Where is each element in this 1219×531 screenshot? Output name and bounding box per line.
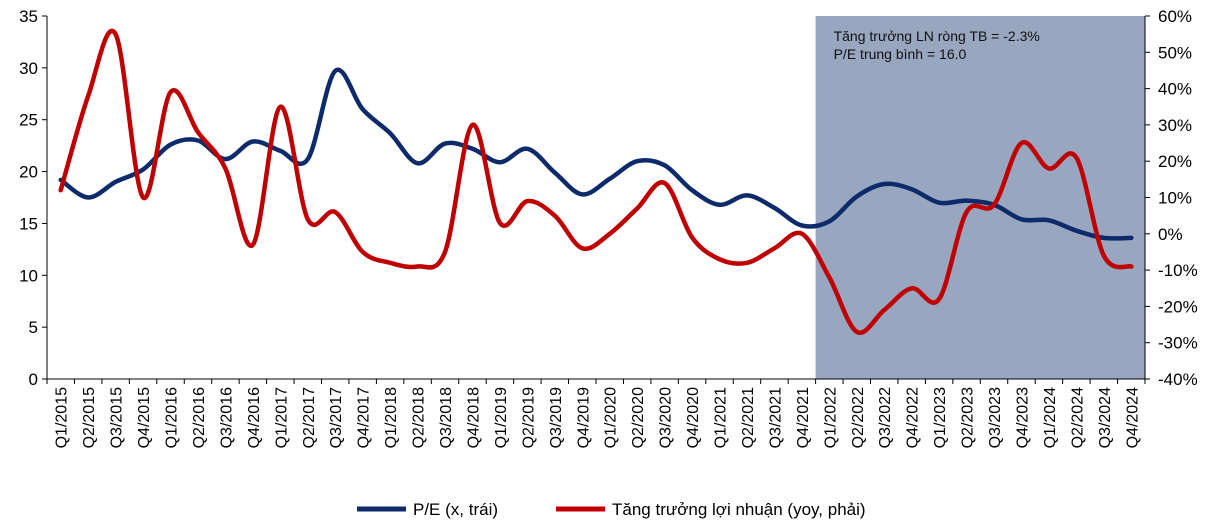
x-tick-label: Q1/2017 [273, 387, 290, 448]
x-tick-label: Q4/2015 [136, 387, 153, 448]
y-right-tick-label: 20% [1158, 152, 1192, 171]
annotation-box: Tăng trưởng LN ròng TB = -2.3% P/E trung… [834, 28, 1040, 62]
x-tick-label: Q4/2022 [905, 387, 922, 448]
x-tick-label: Q4/2021 [795, 387, 812, 448]
y-right-tick-label: 60% [1158, 7, 1192, 26]
y-right-tick-label: 10% [1158, 189, 1192, 208]
legend-label-profit-growth: Tăng trưởng lợi nhuận (yoy, phải) [612, 500, 866, 519]
x-tick-label: Q2/2018 [411, 387, 428, 448]
x-tick-label: Q2/2019 [520, 387, 537, 448]
y-right-tick-label: 40% [1158, 80, 1192, 99]
x-tick-label: Q3/2021 [767, 387, 784, 448]
x-tick-label: Q3/2015 [109, 387, 126, 448]
y-left-tick-label: 25 [19, 111, 38, 130]
x-tick-label: Q1/2019 [493, 387, 510, 448]
series-line-profit-growth [58, 28, 1134, 335]
annotation-avg-pe: P/E trung bình = 16.0 [834, 46, 967, 62]
x-tick-label: Q1/2016 [164, 387, 181, 448]
x-tick-label: Q2/2023 [960, 387, 977, 448]
x-tick-label: Q1/2021 [713, 387, 730, 448]
y-left-tick-label: 15 [19, 214, 38, 233]
y-right-tick-label: -30% [1158, 334, 1198, 353]
x-tick-label: Q1/2020 [603, 387, 620, 448]
x-tick-label: Q2/2021 [740, 387, 757, 448]
legend: P/E (x, trái) Tăng trưởng lợi nhuận (yoy… [357, 500, 866, 519]
x-tick-label: Q4/2016 [246, 387, 263, 448]
x-tick-label: Q1/2018 [383, 387, 400, 448]
y-right-tick-label: -10% [1158, 261, 1198, 280]
forecast-shaded-region [815, 16, 1145, 379]
x-tick-label: Q3/2024 [1097, 387, 1114, 448]
y-left-tick-label: 0 [29, 370, 38, 389]
x-tick-label: Q2/2015 [81, 387, 98, 448]
y-left-tick-label: 35 [19, 7, 38, 26]
x-tick-label: Q4/2018 [465, 387, 482, 448]
x-tick-label: Q3/2019 [548, 387, 565, 448]
y-right-tick-label: 50% [1158, 43, 1192, 62]
x-tick-label: Q2/2024 [1069, 387, 1086, 448]
y-right-tick-label: 30% [1158, 116, 1192, 135]
series-lines [58, 28, 1134, 335]
x-tick-label: Q2/2017 [301, 387, 318, 448]
x-tick-label: Q4/2020 [685, 387, 702, 448]
x-tick-label: Q3/2023 [987, 387, 1004, 448]
x-tick-label: Q4/2023 [1014, 387, 1031, 448]
x-tick-label: Q1/2024 [1042, 387, 1059, 448]
y-left-tick-label: 5 [29, 318, 38, 337]
axes: 0 5 10 15 20 25 30 35 -40% -30% -20% -10% 0% 10% 20% 30… [19, 7, 1198, 448]
legend-label-pe: P/E (x, trái) [413, 500, 498, 519]
x-tick-label: Q1/2022 [822, 387, 839, 448]
x-tick-label: Q2/2022 [850, 387, 867, 448]
series-line-pe [58, 67, 1134, 241]
x-tick-label: Q3/2017 [328, 387, 345, 448]
x-tick-label: Q3/2018 [438, 387, 455, 448]
y-right-tick-label: 0% [1158, 225, 1183, 244]
y-right-tick-label: -40% [1158, 370, 1198, 389]
x-tick-label: Q1/2023 [932, 387, 949, 448]
x-tick-label: Q4/2017 [356, 387, 373, 448]
x-tick-label: Q3/2020 [658, 387, 675, 448]
y-left-tick-label: 20 [19, 163, 38, 182]
y-left-tick-label: 30 [19, 59, 38, 78]
x-tick-label: Q1/2015 [54, 387, 71, 448]
x-tick-label: Q2/2016 [191, 387, 208, 448]
x-tick-label: Q4/2019 [575, 387, 592, 448]
x-tick-label: Q2/2020 [630, 387, 647, 448]
y-right-tick-label: -20% [1158, 297, 1198, 316]
x-tick-label: Q4/2024 [1124, 387, 1141, 448]
annotation-avg-growth: Tăng trưởng LN ròng TB = -2.3% [834, 28, 1040, 44]
y-left-tick-label: 10 [19, 266, 38, 285]
x-tick-label: Q3/2022 [877, 387, 894, 448]
x-tick-label: Q3/2016 [218, 387, 235, 448]
